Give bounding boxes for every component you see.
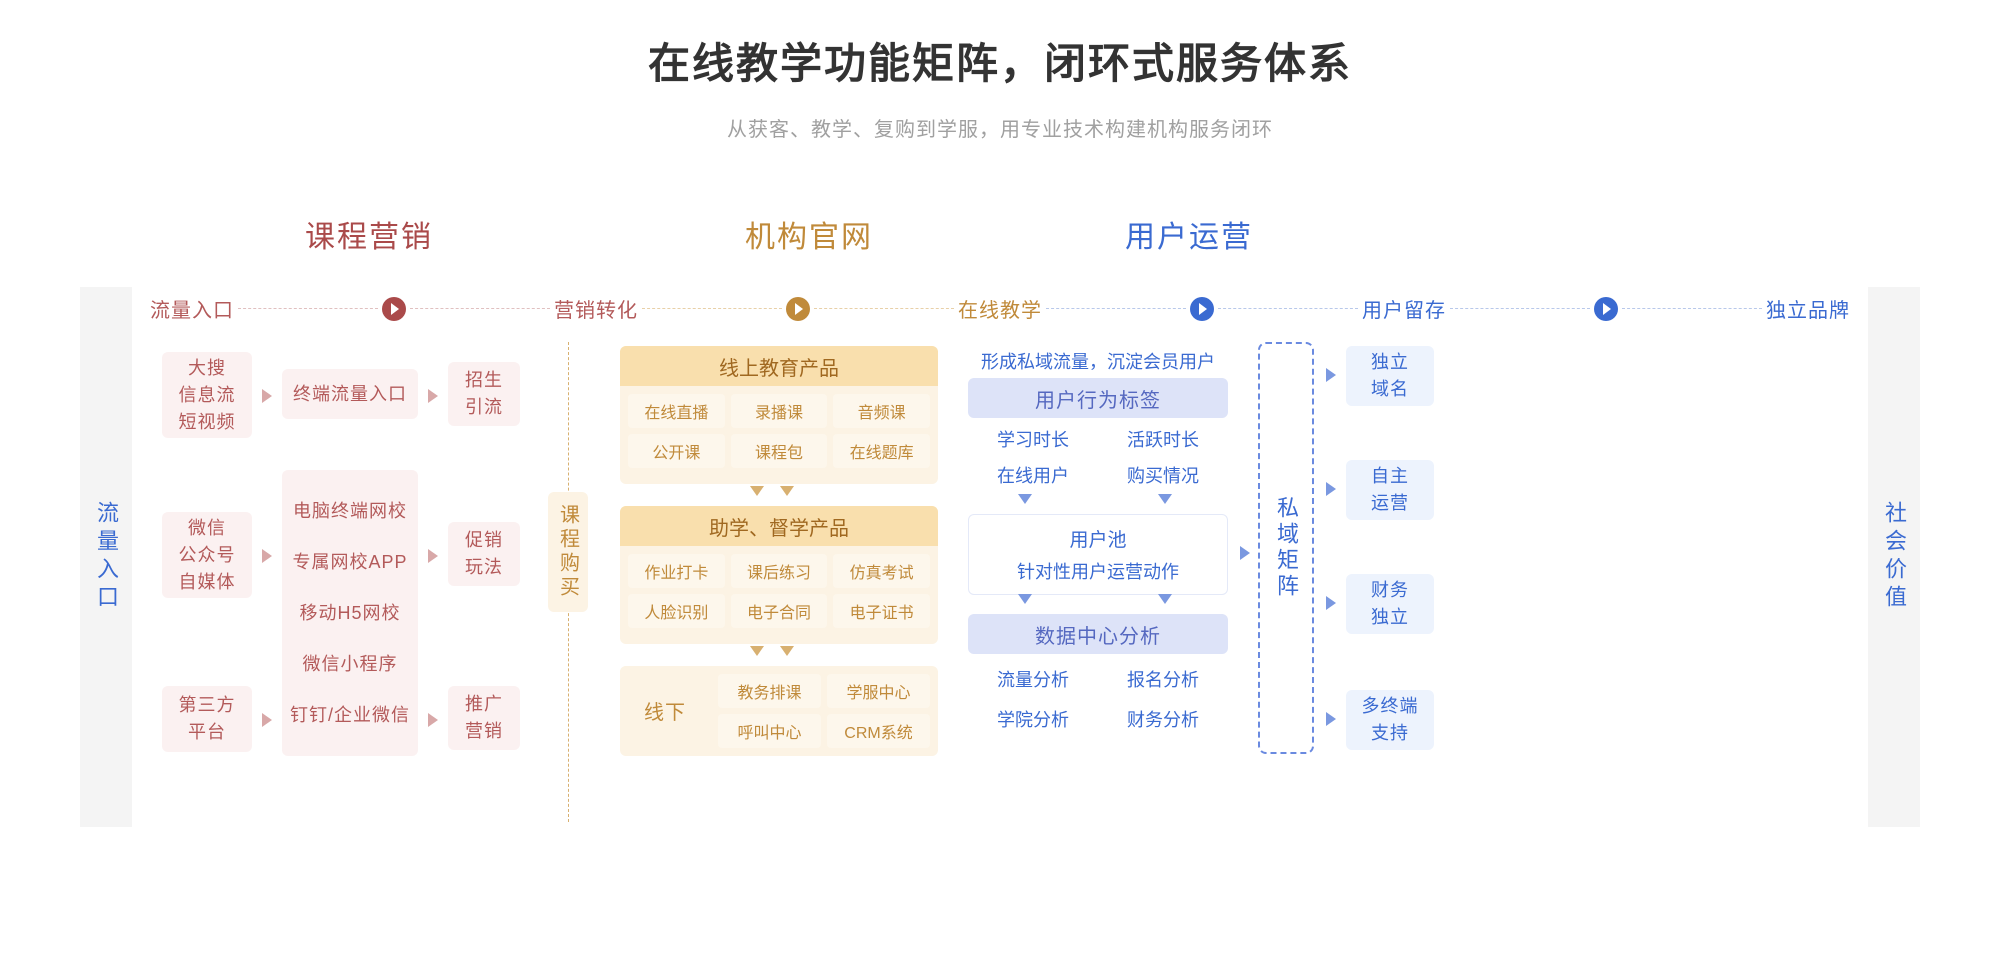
teaching-group: 线下 教务排课 学服中心 呼叫中心 CRM系统 <box>620 666 938 756</box>
teaching-item: 公开课 <box>628 434 725 468</box>
arrow-right-icon <box>428 389 438 403</box>
stage-5: 独立品牌 <box>1766 294 1850 323</box>
retention-tag: 学习时长 <box>968 426 1098 452</box>
play-icon <box>382 297 406 321</box>
page-subtitle: 从获客、教学、复购到学服，用专业技术构建机构服务闭环 <box>0 113 2000 142</box>
arrow-down-icon <box>1018 594 1032 604</box>
end-right-label: 社会价值 <box>1878 501 1910 613</box>
src-box: 微信公众号自媒体 <box>162 512 252 598</box>
page-title: 在线教学功能矩阵，闭环式服务体系 <box>0 0 2000 91</box>
arrow-right-icon <box>262 713 272 727</box>
stages-row: 流量入口 营销转化 在线教学 用户留存 独立品牌 <box>150 294 1850 323</box>
stage-4: 用户留存 <box>1362 294 1446 323</box>
retention-head: 数据中心分析 <box>968 614 1228 654</box>
course-purchase-pill: 课程购买 <box>548 492 588 612</box>
retention-pool: 用户池 针对性用户运营动作 <box>968 514 1228 595</box>
src-box: 第三方平台 <box>162 686 252 752</box>
brand-box: 自主运营 <box>1346 460 1434 520</box>
pool-title: 用户池 <box>969 525 1227 552</box>
play-icon <box>786 297 810 321</box>
teaching-item: 作业打卡 <box>628 554 725 588</box>
teaching-item: 在线直播 <box>628 394 725 428</box>
end-bar-right: 社会价值 <box>1868 287 1920 827</box>
arrow-right-icon <box>1326 712 1336 726</box>
mid-box: 终端流量入口 <box>282 369 418 419</box>
mid-item: 专属网校APP <box>292 549 407 576</box>
play-icon <box>1594 297 1618 321</box>
arrow-right-icon <box>262 389 272 403</box>
pool-sub: 针对性用户运营动作 <box>969 558 1227 584</box>
teaching-item: 学服中心 <box>827 674 930 708</box>
brand-box: 独立域名 <box>1346 346 1434 406</box>
teaching-group-title: 线下 <box>620 666 710 754</box>
teaching-group-title: 助学、督学产品 <box>620 506 938 546</box>
mid-item: 钉钉/企业微信 <box>290 702 410 729</box>
teaching-item: 教务排课 <box>718 674 821 708</box>
private-matrix-box: 私域矩阵 <box>1258 342 1314 754</box>
teaching-item: 课后练习 <box>731 554 828 588</box>
retention-item: 学院分析 <box>968 706 1098 732</box>
teaching-item: 在线题库 <box>833 434 930 468</box>
retention-head: 用户行为标签 <box>968 378 1228 418</box>
teaching-item: 呼叫中心 <box>718 714 821 748</box>
retention-tag: 购买情况 <box>1098 462 1228 488</box>
teaching-group-title: 线上教育产品 <box>620 346 938 386</box>
arrow-down-icon <box>1158 594 1172 604</box>
conv-box: 招生引流 <box>448 362 520 426</box>
retention-item: 报名分析 <box>1098 666 1228 692</box>
end-bar-left: 流量入口 <box>80 287 132 827</box>
arrow-right-icon <box>1326 368 1336 382</box>
mid-item: 电脑终端网校 <box>293 498 407 525</box>
teaching-item: 电子合同 <box>731 594 828 628</box>
arrow-right-icon <box>428 713 438 727</box>
arrow-right-icon <box>1240 546 1250 560</box>
stage-1: 流量入口 <box>150 294 234 323</box>
stage-3: 在线教学 <box>958 294 1042 323</box>
conv-box: 促销玩法 <box>448 522 520 586</box>
arrow-right-icon <box>1326 482 1336 496</box>
conv-box: 推广营销 <box>448 686 520 750</box>
teaching-item: 仿真考试 <box>833 554 930 588</box>
teaching-item: 人脸识别 <box>628 594 725 628</box>
play-icon <box>1190 297 1214 321</box>
mid-item: 微信小程序 <box>303 651 398 678</box>
retention-item: 流量分析 <box>968 666 1098 692</box>
retention-item: 财务分析 <box>1098 706 1228 732</box>
section-official: 机构官网 <box>745 212 873 256</box>
stage-2: 营销转化 <box>554 294 638 323</box>
retention-tag: 在线用户 <box>968 462 1098 488</box>
teaching-item: 课程包 <box>731 434 828 468</box>
teaching-item: 录播课 <box>731 394 828 428</box>
retention-tag: 活跃时长 <box>1098 426 1228 452</box>
teaching-group: 线上教育产品 在线直播 录播课 音频课 公开课 课程包 在线题库 <box>620 346 938 484</box>
mid-stack: 电脑终端网校 专属网校APP 移动H5网校 微信小程序 钉钉/企业微信 <box>282 470 418 756</box>
arrow-right-icon <box>1326 596 1336 610</box>
brand-box: 财务独立 <box>1346 574 1434 634</box>
teaching-item: CRM系统 <box>827 714 930 748</box>
arrow-down-icon <box>1018 494 1032 504</box>
brand-box: 多终端支持 <box>1346 690 1434 750</box>
arrow-right-icon <box>262 549 272 563</box>
teaching-group: 助学、督学产品 作业打卡 课后练习 仿真考试 人脸识别 电子合同 电子证书 <box>620 506 938 644</box>
end-left-label: 流量入口 <box>90 501 122 613</box>
columns: 大搜信息流短视频 微信公众号自媒体 第三方平台 终端流量入口 电脑终端网校 专属… <box>150 342 1850 822</box>
arrow-right-icon <box>428 549 438 563</box>
section-operation: 用户运营 <box>1125 212 1253 256</box>
teaching-item: 电子证书 <box>833 594 930 628</box>
arrow-down-icon <box>1158 494 1172 504</box>
mid-item: 移动H5网校 <box>299 600 400 627</box>
teaching-item: 音频课 <box>833 394 930 428</box>
retention-tagline: 形成私域流量，沉淀会员用户 <box>968 348 1228 374</box>
section-marketing: 课程营销 <box>305 212 433 256</box>
src-box: 大搜信息流短视频 <box>162 352 252 438</box>
